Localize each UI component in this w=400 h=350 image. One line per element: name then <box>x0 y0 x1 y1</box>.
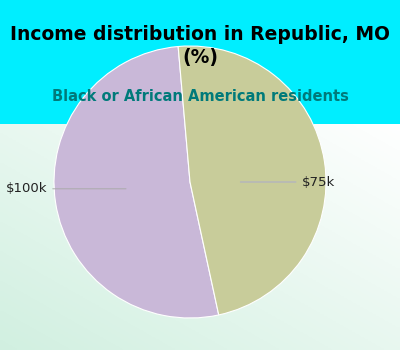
Text: $100k: $100k <box>6 182 126 195</box>
Text: Black or African American residents: Black or African American residents <box>52 89 348 104</box>
Wedge shape <box>178 46 326 315</box>
Wedge shape <box>54 47 219 318</box>
Text: Income distribution in Republic, MO
(%): Income distribution in Republic, MO (%) <box>10 25 390 67</box>
Text: $75k: $75k <box>240 175 335 189</box>
Text: City-Data.com: City-Data.com <box>248 145 322 155</box>
